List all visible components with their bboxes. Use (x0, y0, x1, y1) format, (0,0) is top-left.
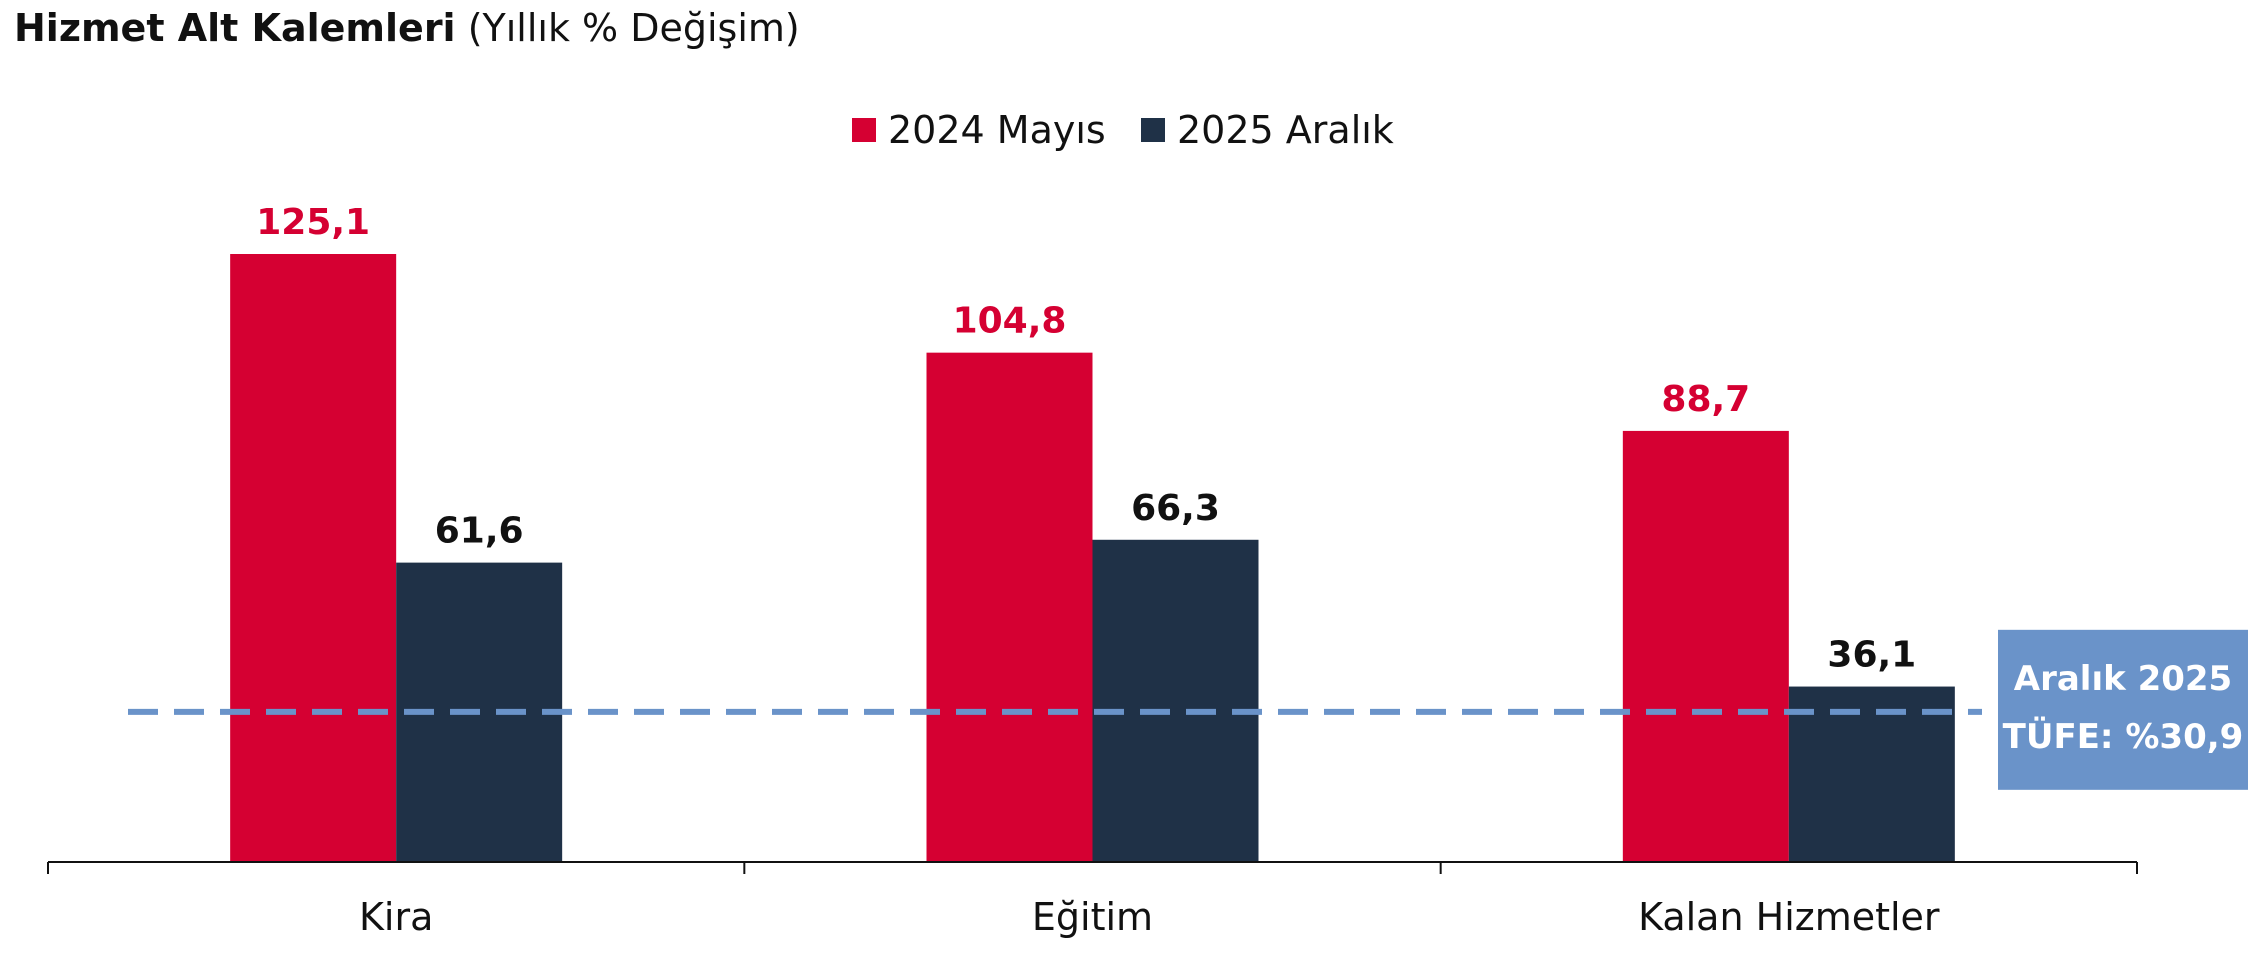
reference-label-line2: TÜFE: %30,9 (2003, 716, 2244, 757)
chart-subtitle: (Yıllık % Değişim) (467, 6, 800, 50)
bar-1-3 (1622, 430, 1789, 862)
legend-label-1: 2024 Mayıs (888, 108, 1106, 152)
data-label-1-3: 88,7 (1661, 379, 1750, 420)
chart-title-block: Hizmet Alt Kalemleri (Yıllık % Değişim) (14, 6, 800, 50)
bar-1-2 (926, 352, 1093, 862)
data-label-2-2: 66,3 (1131, 488, 1220, 529)
legend-swatch-2 (1141, 118, 1165, 142)
chart-title: Hizmet Alt Kalemleri (14, 6, 456, 50)
data-label-2-3: 36,1 (1827, 635, 1916, 676)
data-label-2-1: 61,6 (435, 511, 524, 552)
reference-label-line1: Aralık 2025 (2014, 659, 2232, 699)
legend-swatch-1 (852, 118, 876, 142)
x-tick-label-1: Kira (359, 895, 433, 939)
legend-label-2: 2025 Aralık (1177, 108, 1394, 152)
reference-label-box (1998, 629, 2248, 790)
bar-2-3 (1788, 686, 1955, 862)
data-label-1-1: 125,1 (256, 202, 370, 243)
bar-2-2 (1092, 539, 1259, 862)
bar-1-1 (230, 254, 397, 862)
x-tick-label-2: Eğitim (1032, 895, 1153, 939)
data-label-1-2: 104,8 (953, 301, 1067, 342)
x-tick-label-3: Kalan Hizmetler (1638, 895, 1940, 939)
